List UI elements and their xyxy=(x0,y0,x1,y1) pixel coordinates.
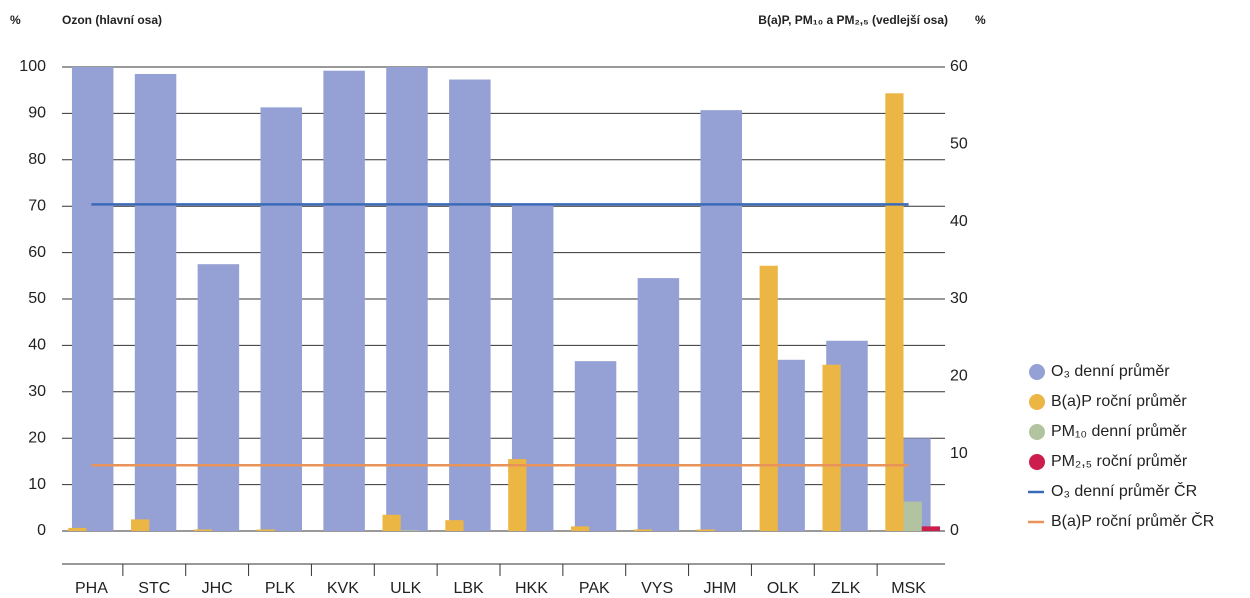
legend-label: O₃ denní průměr ČR xyxy=(1051,481,1197,500)
legend-swatch xyxy=(1029,454,1045,470)
x-tick-label: MSK xyxy=(891,580,926,597)
bar xyxy=(71,67,114,531)
bar xyxy=(131,519,150,531)
bar xyxy=(696,529,715,531)
y2-tick-label: 10 xyxy=(950,445,968,462)
y-tick-label: 60 xyxy=(28,244,46,261)
y2-tick-label: 20 xyxy=(950,368,968,385)
legend-swatch xyxy=(1029,424,1045,440)
y2-tick-label: 30 xyxy=(950,290,968,307)
bar xyxy=(759,265,778,531)
bar xyxy=(508,459,527,531)
y-tick-label: 50 xyxy=(28,290,46,307)
bar xyxy=(637,278,680,531)
bar xyxy=(323,70,365,531)
y2-tick-label: 40 xyxy=(950,213,968,230)
y2-tick-label: 0 xyxy=(950,522,959,539)
y-tick-label: 0 xyxy=(37,522,46,539)
y2-tick-label: 50 xyxy=(950,136,968,153)
x-tick-label: JHC xyxy=(202,580,233,597)
legend-label: PM₂,₅ roční průměr xyxy=(1051,452,1188,470)
bar xyxy=(260,107,302,532)
y2-unit: % xyxy=(975,13,986,27)
legend-label: PM₁₀ denní průměr xyxy=(1051,422,1187,440)
x-tick-label: PLK xyxy=(265,580,296,597)
y-tick-label: 80 xyxy=(28,151,46,168)
y-unit: % xyxy=(10,13,21,27)
bar xyxy=(700,110,742,531)
bar xyxy=(921,526,940,531)
bar xyxy=(193,529,213,531)
bar xyxy=(449,79,491,531)
bar xyxy=(400,530,419,531)
bar xyxy=(68,527,87,531)
bar xyxy=(134,73,177,532)
bar xyxy=(633,529,653,531)
x-tick-label: ZLK xyxy=(831,580,861,597)
x-tick-label: PAK xyxy=(579,580,610,597)
y-axis-title: Ozon (hlavní osa) xyxy=(62,13,162,27)
bar xyxy=(822,364,841,531)
x-tick-label: KVK xyxy=(327,580,359,597)
bar xyxy=(386,67,428,531)
x-tick-label: STC xyxy=(138,580,170,597)
y-tick-label: 40 xyxy=(28,337,46,354)
y-tick-label: 70 xyxy=(28,197,46,214)
x-tick-label: PHA xyxy=(75,580,108,597)
y-tick-label: 30 xyxy=(28,383,46,400)
bar xyxy=(197,264,240,531)
bar xyxy=(903,501,922,531)
y-tick-label: 100 xyxy=(19,58,46,75)
bar xyxy=(256,529,275,531)
bar xyxy=(574,361,617,531)
bar xyxy=(382,514,401,531)
y-tick-label: 20 xyxy=(28,429,46,446)
bar xyxy=(885,93,904,531)
bar xyxy=(571,526,590,531)
y-tick-label: 90 xyxy=(28,105,46,122)
legend-label: B(a)P roční průměr xyxy=(1051,392,1187,410)
bar xyxy=(445,520,464,531)
y-tick-label: 10 xyxy=(28,476,46,493)
y2-tick-label: 60 xyxy=(950,58,968,75)
x-tick-label: JHM xyxy=(704,580,737,597)
x-tick-label: LBK xyxy=(453,580,484,597)
legend-label: B(a)P roční průměr ČR xyxy=(1051,511,1214,530)
legend-swatch xyxy=(1029,364,1045,380)
legend-label: O₃ denní průměr xyxy=(1051,362,1170,380)
y2-axis-title: B(a)P, PM₁₀ a PM₂,₅ (vedlejší osa) xyxy=(758,13,948,27)
legend-swatch xyxy=(1029,394,1045,410)
x-tick-label: HKK xyxy=(515,580,548,597)
x-tick-label: ULK xyxy=(390,580,421,597)
x-tick-label: OLK xyxy=(767,580,799,597)
x-tick-label: VYS xyxy=(641,580,673,597)
